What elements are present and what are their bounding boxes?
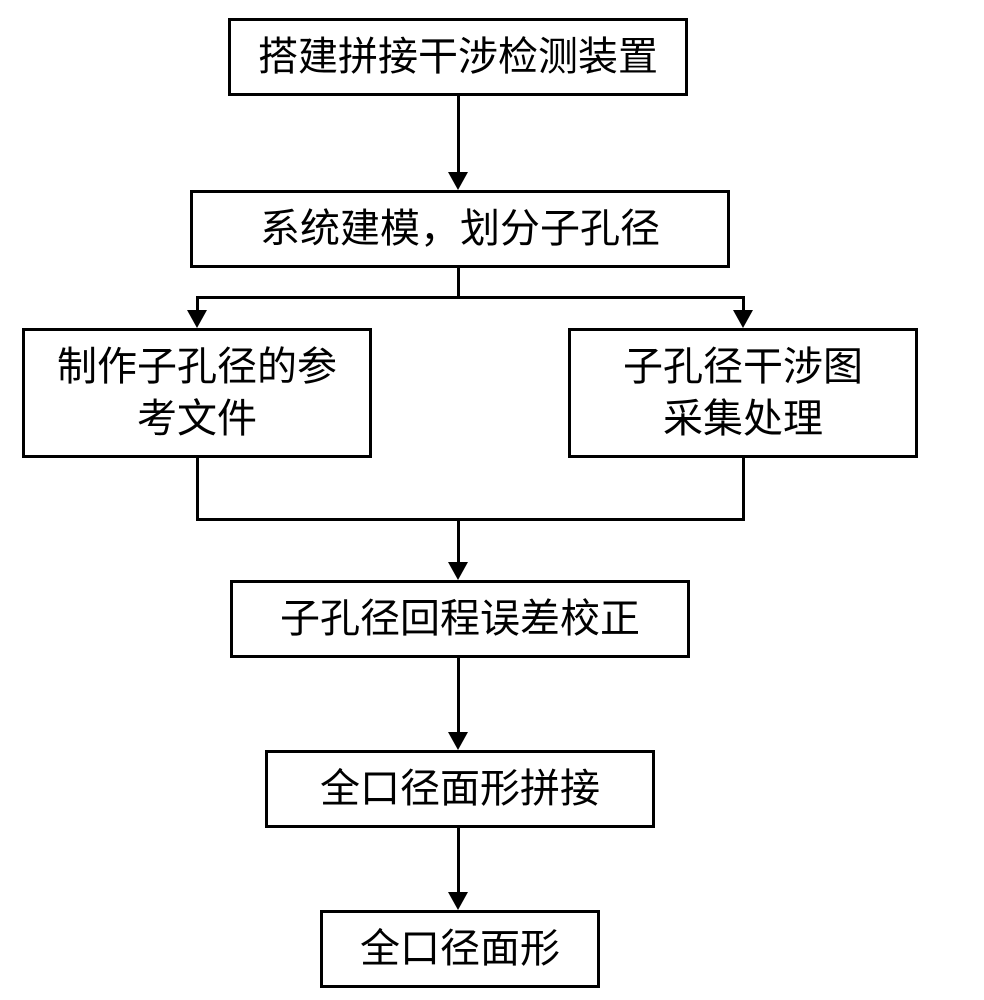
edge-2-4-head bbox=[733, 310, 753, 328]
node-1-label: 搭建拼接干涉检测装置 bbox=[258, 31, 658, 83]
flowchart-node-5: 子孔径回程误差校正 bbox=[230, 580, 690, 658]
node-4-label: 子孔径干涉图采集处理 bbox=[623, 341, 863, 445]
edge-6-7 bbox=[457, 828, 460, 892]
edge-2-4-v bbox=[742, 296, 745, 310]
edge-1-2 bbox=[457, 96, 460, 172]
node-6-label: 全口径面形拼接 bbox=[320, 763, 600, 815]
flowchart-container: 搭建拼接干涉检测装置 系统建模，划分子孔径 制作子孔径的参考文件 子孔径干涉图采… bbox=[0, 0, 984, 1000]
edge-1-2-head bbox=[448, 172, 468, 190]
flowchart-node-2: 系统建模，划分子孔径 bbox=[190, 190, 730, 268]
flowchart-node-6: 全口径面形拼接 bbox=[265, 750, 655, 828]
node-2-label: 系统建模，划分子孔径 bbox=[260, 203, 660, 255]
edge-2-3-head bbox=[187, 310, 207, 328]
flowchart-node-7: 全口径面形 bbox=[320, 910, 600, 988]
edge-2-split-v bbox=[457, 268, 460, 298]
edge-merge-5-v bbox=[457, 518, 460, 562]
edge-merge-5-head bbox=[448, 562, 468, 580]
edge-2-split-h bbox=[196, 296, 745, 299]
edge-5-6-head bbox=[448, 732, 468, 750]
edge-4-merge-v bbox=[742, 458, 745, 520]
edge-2-3-v bbox=[196, 296, 199, 310]
node-3-label: 制作子孔径的参考文件 bbox=[57, 341, 337, 445]
flowchart-node-1: 搭建拼接干涉检测装置 bbox=[228, 18, 688, 96]
flowchart-node-3: 制作子孔径的参考文件 bbox=[22, 328, 372, 458]
node-7-label: 全口径面形 bbox=[360, 923, 560, 975]
node-5-label: 子孔径回程误差校正 bbox=[280, 593, 640, 645]
flowchart-node-4: 子孔径干涉图采集处理 bbox=[568, 328, 918, 458]
edge-6-7-head bbox=[448, 892, 468, 910]
edge-3-merge-v bbox=[196, 458, 199, 520]
edge-5-6 bbox=[457, 658, 460, 732]
edge-merge-h bbox=[196, 518, 745, 521]
